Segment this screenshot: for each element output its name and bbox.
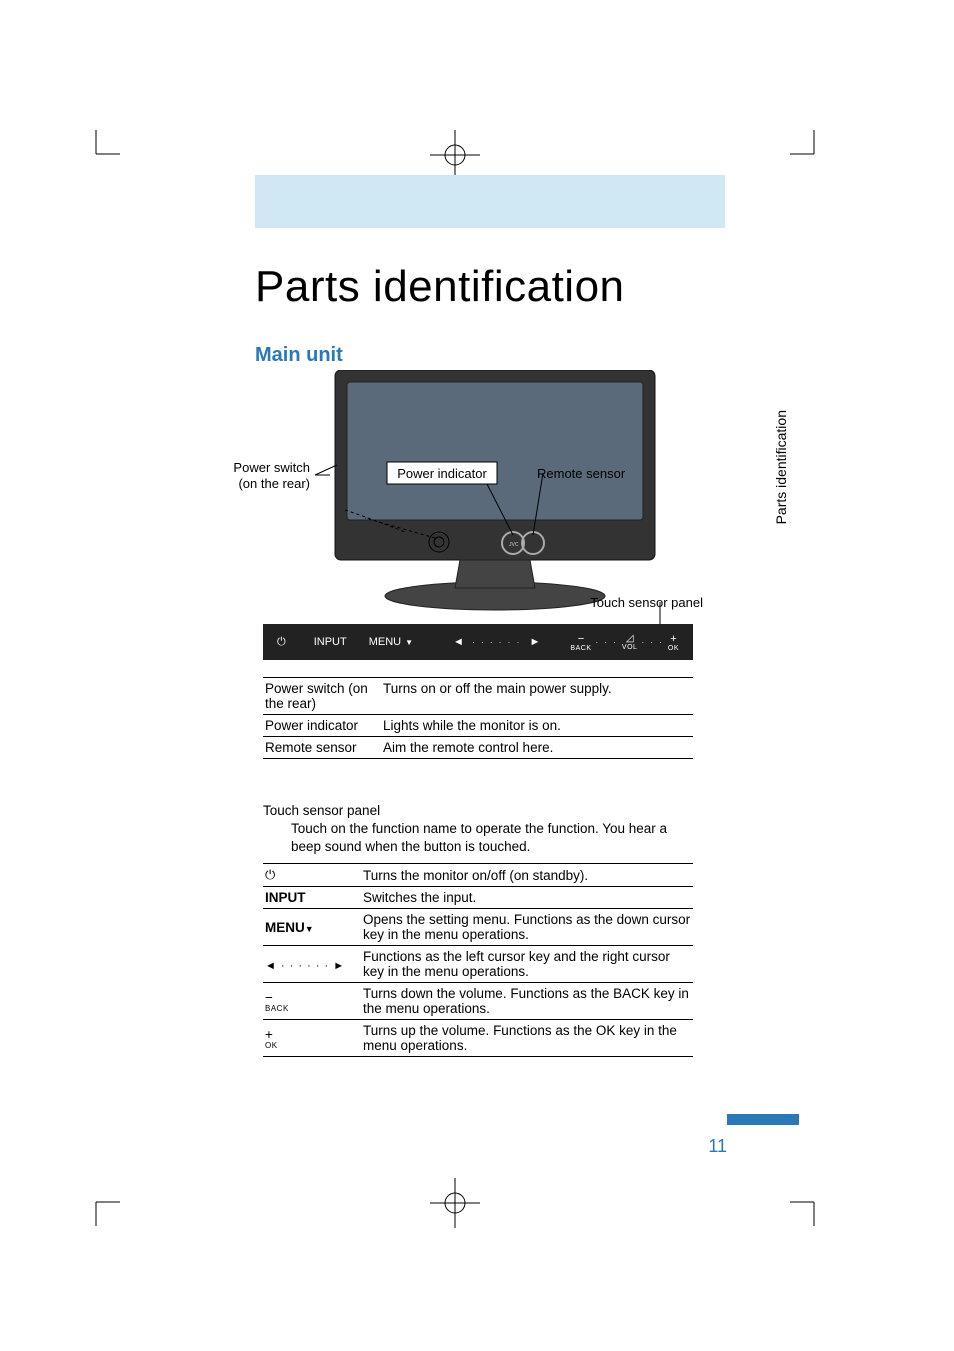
- cropmark-bot-center: [430, 1178, 480, 1228]
- t2-label-4: −BACK: [263, 983, 361, 1020]
- t2-desc-0: Turns the monitor on/off (on standby).: [361, 864, 693, 887]
- t1-desc-2: Aim the remote control here.: [381, 737, 693, 759]
- table-row: Power indicator Lights while the monitor…: [263, 715, 693, 737]
- header-band: [255, 175, 725, 228]
- section-heading: Main unit: [255, 344, 343, 367]
- monitor-illustration: JVC: [255, 370, 695, 630]
- touch-panel-intro: Touch sensor panel Touch on the function…: [263, 802, 693, 857]
- t2-desc-5: Turns up the volume. Functions as the OK…: [361, 1020, 693, 1057]
- table-row: INPUT Switches the input.: [263, 887, 693, 909]
- cropmark-top-right: [790, 130, 838, 178]
- label-remote-sensor: Remote sensor: [537, 466, 647, 482]
- label-power-switch: Power switch (on the rear): [225, 460, 310, 493]
- side-tab-color: [727, 1114, 799, 1125]
- label-touch-panel: Touch sensor panel: [563, 595, 703, 611]
- table-row: MENU▼ Opens the setting menu. Functions …: [263, 909, 693, 946]
- touch-panel-strip: ⏻ INPUT MENU▼ ◄ · · · · · · ► −BACK · · …: [263, 624, 693, 660]
- cropmark-bot-right: [790, 1178, 838, 1226]
- cropmark-bot-left: [72, 1178, 120, 1226]
- touch-panel-table: ⏻ Turns the monitor on/off (on standby).…: [263, 863, 693, 1057]
- t2-label-0: ⏻: [263, 864, 361, 887]
- t2-label-2: MENU▼: [263, 909, 361, 946]
- table-row: ◄ · · · · · · ► Functions as the left cu…: [263, 946, 693, 983]
- side-tab-label: Parts identification: [773, 410, 789, 524]
- panel-desc: Touch on the function name to operate th…: [263, 820, 693, 856]
- t2-desc-4: Turns down the volume. Functions as the …: [361, 983, 693, 1020]
- power-icon: ⏻: [277, 636, 286, 649]
- cropmark-top-center: [430, 130, 480, 180]
- t2-label-3: ◄ · · · · · · ►: [263, 946, 361, 983]
- svg-text:JVC: JVC: [509, 542, 519, 548]
- t2-label-1: INPUT: [263, 887, 361, 909]
- panel-input: INPUT: [314, 636, 347, 648]
- parts-table: Power switch (on the rear) Turns on or o…: [263, 677, 693, 759]
- label-power-indicator: Power indicator: [390, 466, 494, 482]
- t1-label-2: Remote sensor: [263, 737, 381, 759]
- table-row: ⏻ Turns the monitor on/off (on standby).: [263, 864, 693, 887]
- panel-lead: Touch sensor panel: [263, 802, 693, 820]
- table-row: Remote sensor Aim the remote control her…: [263, 737, 693, 759]
- t1-label-0: Power switch (on the rear): [263, 678, 381, 715]
- page-title: Parts identification: [255, 262, 625, 312]
- t1-desc-0: Turns on or off the main power supply.: [381, 678, 693, 715]
- table-row: −BACK Turns down the volume. Functions a…: [263, 983, 693, 1020]
- t2-desc-1: Switches the input.: [361, 887, 693, 909]
- t2-label-5: +OK: [263, 1020, 361, 1057]
- t1-desc-1: Lights while the monitor is on.: [381, 715, 693, 737]
- t1-label-1: Power indicator: [263, 715, 381, 737]
- cropmark-top-left: [72, 130, 120, 178]
- panel-menu: MENU▼: [369, 636, 413, 648]
- page-number: 11: [708, 1136, 727, 1157]
- panel-vol-block: −BACK · · · ◿VOL · · · +OK: [570, 633, 679, 652]
- t2-desc-3: Functions as the left cursor key and the…: [361, 946, 693, 983]
- t2-desc-2: Opens the setting menu. Functions as the…: [361, 909, 693, 946]
- table-row: +OK Turns up the volume. Functions as th…: [263, 1020, 693, 1057]
- panel-arrows: ◄ · · · · · · ►: [453, 636, 540, 648]
- table-row: Power switch (on the rear) Turns on or o…: [263, 678, 693, 715]
